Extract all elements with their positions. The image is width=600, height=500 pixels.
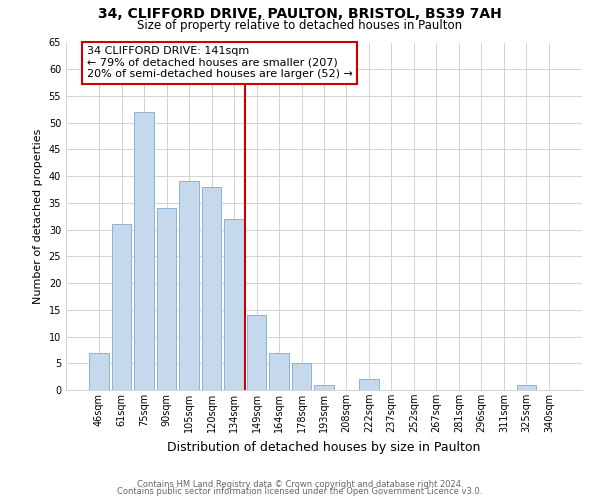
- Bar: [224, 219, 244, 390]
- Bar: [134, 112, 154, 390]
- Bar: [112, 224, 131, 390]
- Bar: [202, 187, 221, 390]
- Bar: [292, 364, 311, 390]
- Bar: [517, 384, 536, 390]
- Bar: [314, 384, 334, 390]
- Text: Contains HM Land Registry data © Crown copyright and database right 2024.: Contains HM Land Registry data © Crown c…: [137, 480, 463, 489]
- Text: Size of property relative to detached houses in Paulton: Size of property relative to detached ho…: [137, 18, 463, 32]
- Text: Contains public sector information licensed under the Open Government Licence v3: Contains public sector information licen…: [118, 488, 482, 496]
- Bar: [359, 380, 379, 390]
- Bar: [269, 352, 289, 390]
- Text: 34 CLIFFORD DRIVE: 141sqm
← 79% of detached houses are smaller (207)
20% of semi: 34 CLIFFORD DRIVE: 141sqm ← 79% of detac…: [86, 46, 353, 79]
- Bar: [89, 352, 109, 390]
- Bar: [179, 182, 199, 390]
- X-axis label: Distribution of detached houses by size in Paulton: Distribution of detached houses by size …: [167, 440, 481, 454]
- Bar: [247, 315, 266, 390]
- Y-axis label: Number of detached properties: Number of detached properties: [33, 128, 43, 304]
- Bar: [157, 208, 176, 390]
- Text: 34, CLIFFORD DRIVE, PAULTON, BRISTOL, BS39 7AH: 34, CLIFFORD DRIVE, PAULTON, BRISTOL, BS…: [98, 8, 502, 22]
